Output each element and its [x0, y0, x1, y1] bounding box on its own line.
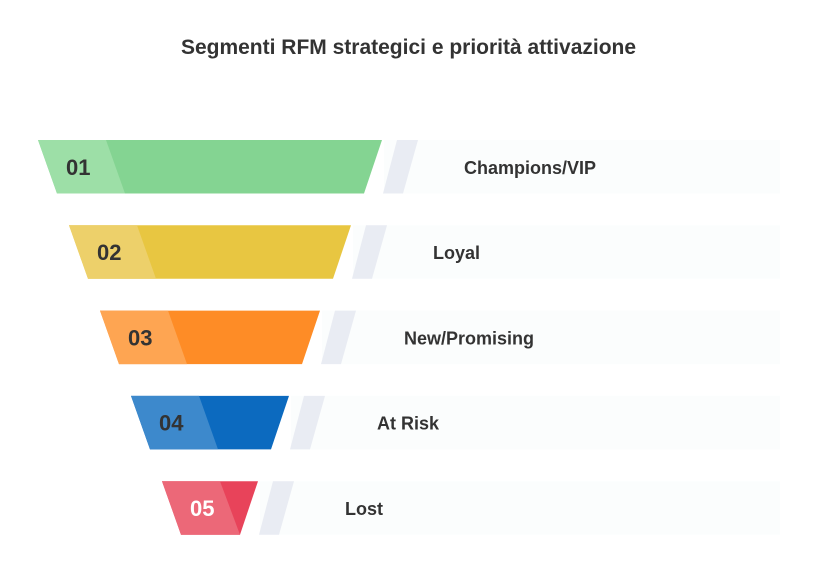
- diagram-title: Segmenti RFM strategici e priorità attiv…: [180, 36, 637, 59]
- stage-number: 02: [97, 240, 121, 265]
- stage-number: 01: [66, 155, 90, 180]
- stage-bar: [38, 140, 382, 194]
- stage-number: 03: [128, 325, 152, 350]
- stage-band: [384, 140, 780, 194]
- stage-band: [322, 310, 780, 365]
- stage-bar-highlight: [131, 395, 218, 450]
- stage-number: 05: [190, 496, 214, 521]
- stage-bar-highlight: [162, 481, 240, 535]
- stage-band: [353, 225, 780, 279]
- stage-label: Lost: [345, 499, 383, 519]
- stage-label: At Risk: [377, 414, 440, 434]
- stage-number: 04: [159, 411, 184, 436]
- stage-label: New/Promising: [404, 328, 534, 348]
- stage-bar-highlight: [38, 140, 125, 194]
- stage-label: Loyal: [433, 243, 480, 263]
- stage-bar-highlight: [69, 225, 156, 279]
- stage-bar-highlight: [100, 310, 187, 365]
- stage-separator: [383, 140, 418, 194]
- stage-separator: [290, 395, 325, 450]
- stage-separator: [321, 310, 356, 365]
- stage-separator: [352, 225, 387, 279]
- stage-band: [260, 481, 780, 535]
- stage-label: Champions/VIP: [464, 158, 596, 178]
- stage-band: [291, 395, 780, 450]
- stage-separator: [259, 481, 294, 535]
